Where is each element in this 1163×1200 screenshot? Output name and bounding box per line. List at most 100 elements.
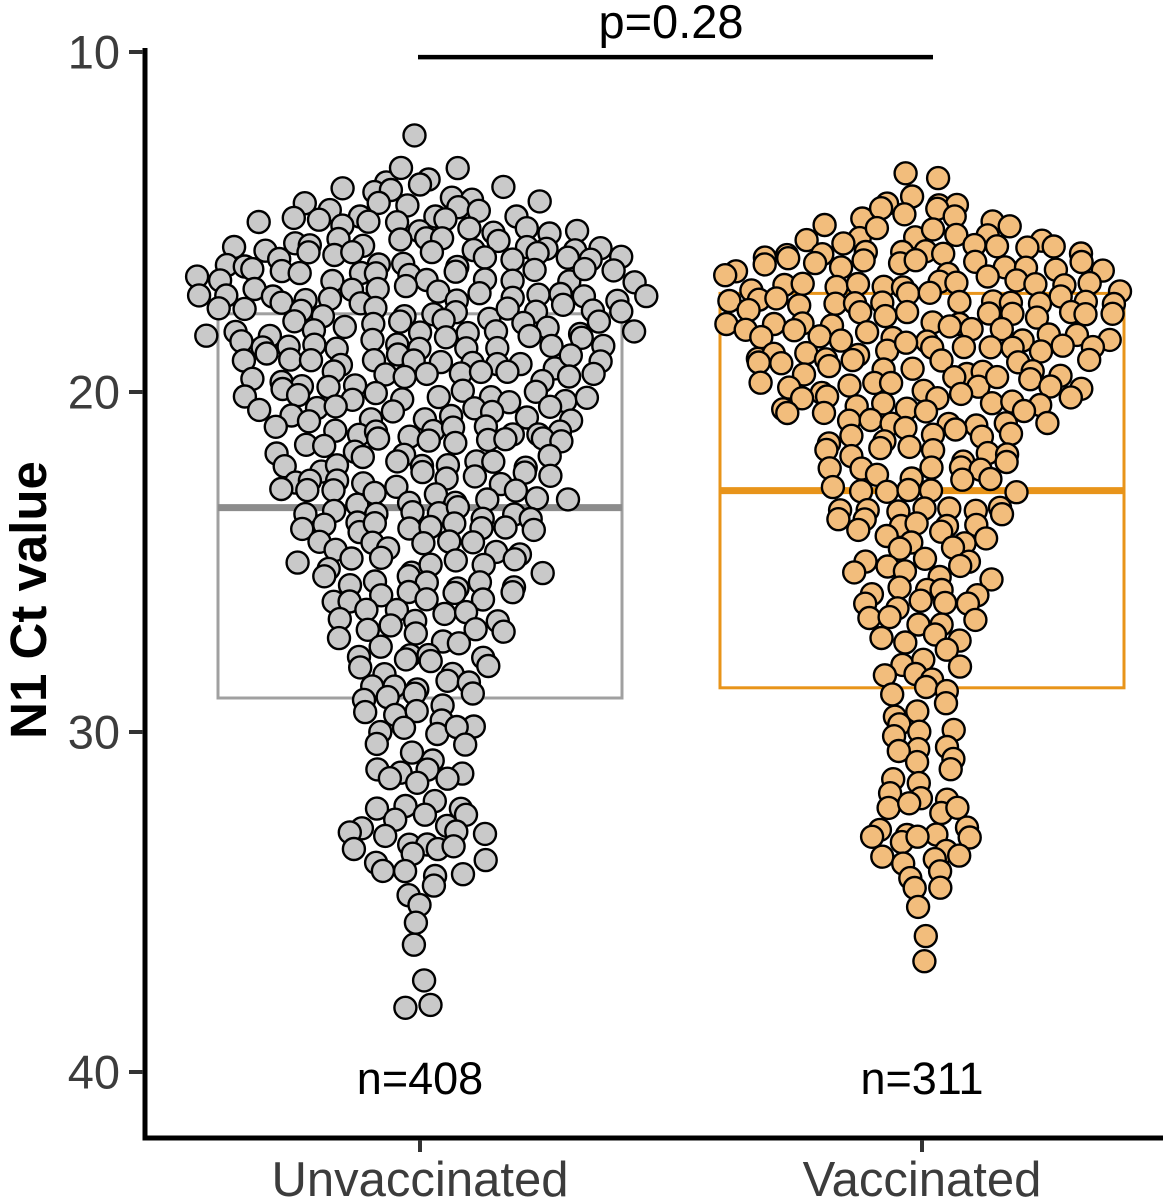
n-label-vaccinated: n=311	[860, 1053, 983, 1104]
swarm-dot	[296, 409, 322, 434]
swarm-dot	[500, 247, 525, 272]
p-value-label: p=0.28	[598, 0, 743, 48]
swarm-dot	[460, 681, 485, 706]
swarm-dot	[472, 245, 498, 270]
swarm-dot	[978, 466, 1003, 492]
swarm-dot	[1100, 301, 1125, 326]
swarm-dot	[521, 517, 546, 543]
swarm-dot	[897, 791, 922, 816]
swarm-dot	[984, 234, 1010, 259]
swarm-dot	[527, 189, 552, 214]
swarm-dot	[493, 515, 518, 540]
y-axis-title: N1 Ct value	[0, 461, 57, 739]
swarm-dot	[976, 301, 1002, 326]
swarm-dot	[278, 347, 303, 372]
x-category-label-unvaccinated: Unvaccinated	[272, 1153, 569, 1200]
swarm-dot	[254, 341, 279, 366]
swarm-dot	[978, 335, 1003, 360]
swarm-dot	[880, 682, 905, 707]
swarm-dot	[1011, 398, 1037, 424]
swarm-dot	[897, 434, 922, 460]
swarm-dot	[457, 216, 482, 241]
swarm-dot	[868, 435, 893, 461]
swarm-dot	[502, 547, 527, 572]
swarm-dot	[842, 560, 867, 585]
swarm-dot	[896, 477, 921, 503]
swarm-dot	[748, 370, 773, 395]
swarm-dot	[443, 548, 468, 573]
swarm-dot	[530, 560, 555, 586]
swarm-dot	[998, 421, 1024, 446]
swarm-dot	[893, 630, 918, 655]
swarm-dot	[919, 455, 944, 480]
swarm-dot	[868, 195, 894, 221]
swarm-dot	[848, 300, 873, 325]
swarm-dot	[446, 631, 472, 656]
swarm-dot	[574, 385, 600, 410]
swarm-dot	[752, 252, 777, 277]
swarm-dot	[295, 477, 320, 503]
swarm-dot	[933, 691, 959, 716]
swarm-dot	[368, 634, 393, 659]
swarm-dot	[186, 283, 212, 308]
swarm-dot	[789, 386, 815, 411]
swarm-dot	[846, 517, 871, 543]
swarm-dot	[601, 258, 626, 283]
swarm-dot	[903, 248, 928, 273]
swarm-dot	[900, 356, 925, 381]
swarm-dot	[363, 380, 388, 406]
swarm-dot	[938, 757, 963, 782]
swarm-dot	[522, 257, 547, 283]
swarm-dot	[943, 417, 968, 442]
swarm-dot	[404, 698, 429, 724]
swarm-dot	[984, 364, 1010, 390]
swarm-dot	[402, 123, 427, 148]
swarm-dot	[869, 625, 894, 651]
swarm-dot	[908, 588, 933, 613]
swarm-dot	[1004, 480, 1029, 505]
swarm-dot	[373, 823, 398, 849]
swarm-dot	[312, 433, 337, 459]
swarm-dot	[826, 507, 851, 532]
swarm-dot	[1073, 302, 1098, 327]
swarm-dot	[443, 430, 468, 456]
swarm-dot	[550, 292, 576, 317]
swarm-dot	[979, 567, 1004, 592]
swarm-dot	[418, 992, 443, 1018]
swarm-dot	[353, 699, 378, 725]
swarm-dot	[378, 613, 403, 638]
swarm-dot	[811, 400, 837, 426]
swarm-dot	[481, 449, 506, 474]
swarm-dot	[928, 875, 953, 900]
swarm-dot	[963, 607, 988, 633]
swarm-dot	[240, 256, 265, 282]
swarm-dot	[887, 536, 913, 561]
swarm-dot	[840, 347, 865, 373]
swarm-dot	[418, 648, 443, 674]
swarm-dot	[886, 738, 911, 764]
swarm-dot	[523, 379, 549, 404]
swarm-dot	[831, 231, 856, 256]
swarm-dot	[364, 731, 389, 757]
swarm-dot	[1050, 333, 1075, 358]
swarm-dot	[905, 894, 931, 920]
swarm-dots-layer	[184, 123, 1133, 1020]
swarm-dot	[945, 795, 970, 820]
swarm-dot	[948, 381, 974, 407]
swarm-dot	[503, 478, 529, 503]
swarm-dot	[462, 464, 488, 489]
swarm-dot	[491, 174, 516, 200]
swarm-dot	[460, 530, 486, 555]
swarm-dot	[340, 239, 365, 265]
swarm-dot	[913, 923, 938, 949]
swarm-dot	[332, 314, 357, 340]
swarm-dot	[957, 825, 982, 850]
swarm-dot	[416, 428, 441, 453]
swarm-dot	[839, 423, 864, 448]
swarm-dot	[973, 526, 999, 551]
swarm-dot	[1024, 305, 1050, 330]
axes-layer: 10 20 30 40	[68, 26, 1163, 1152]
swarm-dot	[281, 205, 306, 231]
swarm-dot	[524, 486, 550, 511]
